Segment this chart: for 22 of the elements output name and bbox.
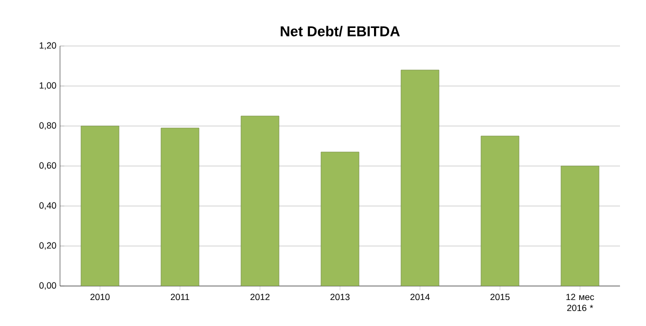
y-tick-label: 0,20 (39, 242, 56, 250)
y-tick-label: 0,00 (39, 282, 56, 290)
y-tick-label: 0,60 (39, 162, 56, 170)
x-tick-label: 2014 (410, 294, 430, 300)
x-tick-label: 2010 (90, 294, 110, 300)
y-tick-label: 0,40 (39, 202, 56, 210)
chart-title: Net Debt/ EBITDA (280, 26, 400, 36)
y-tick-label: 0,80 (39, 122, 56, 130)
bar (480, 136, 520, 286)
bar (400, 70, 440, 286)
bar (160, 128, 200, 286)
bar (240, 116, 280, 286)
x-tick-label: 2015 (490, 294, 510, 300)
y-tick-label: 1,00 (40, 82, 56, 90)
bar (80, 126, 120, 286)
bar (560, 166, 600, 286)
x-tick-label: 12 мес 2016 * (566, 294, 594, 312)
x-tick-label: 2013 (330, 294, 350, 300)
x-tick-label: 2012 (250, 294, 270, 300)
x-tick-label: 2011 (170, 294, 190, 300)
bar (320, 152, 360, 286)
y-tick-label: 1,20 (40, 42, 56, 50)
